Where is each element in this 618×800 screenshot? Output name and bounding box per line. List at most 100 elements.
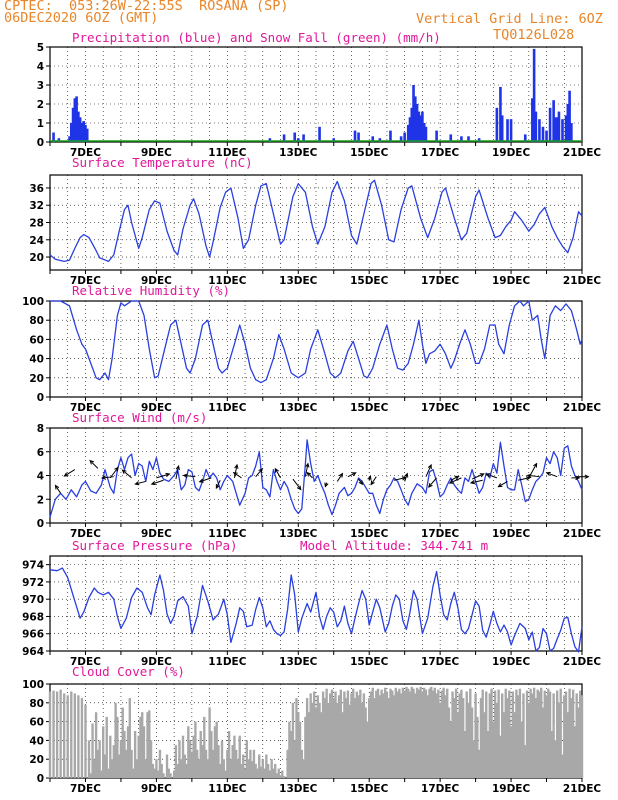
cloud-bar (100, 770, 103, 778)
cloud-bar (208, 707, 211, 778)
cloud-bar (265, 754, 268, 778)
wind-vector (215, 480, 221, 489)
cloud-bar (325, 688, 328, 778)
precip-bar (318, 126, 321, 142)
cloud-bar (440, 690, 444, 778)
cloud-bar (112, 745, 116, 778)
wind-vector (304, 463, 309, 477)
cloud-bar (479, 698, 483, 778)
cloud-bar (130, 749, 133, 778)
cloud-bar (329, 693, 332, 778)
cloud-bar (116, 716, 119, 778)
cloud-bar (132, 768, 135, 778)
cloud-bar (555, 690, 559, 778)
y-tick-label: 40 (29, 735, 44, 747)
cloud-bar (407, 688, 410, 778)
cloud-bar (550, 731, 554, 778)
cloud-bar (153, 768, 156, 778)
wind-vector (527, 474, 540, 478)
cloud-bar (554, 740, 557, 778)
cloud-bar (323, 698, 327, 778)
cloud-bar (493, 690, 497, 778)
cloud-bar (330, 689, 334, 778)
y-tick-label: 964 (22, 646, 44, 658)
precip-bar (82, 121, 85, 142)
x-tick-label: 21DEC (563, 402, 602, 414)
x-tick-label: 19DEC (492, 147, 531, 159)
x-tick-label: 21DEC (563, 783, 602, 795)
x-tick-label: 7DEC (70, 528, 101, 540)
precip-bar (371, 136, 375, 142)
cloud-bar (368, 698, 371, 778)
cloud-bar (545, 695, 548, 778)
cloud-bar (105, 716, 108, 778)
y-tick-label: 36 (29, 183, 44, 195)
cloud-bar (274, 763, 277, 778)
cloud-bar (238, 735, 241, 778)
cloud-bar (470, 707, 474, 778)
cloud-bar (133, 731, 137, 778)
cloud-bar (300, 749, 303, 778)
x-tick-label: 7DEC (70, 656, 101, 668)
cloud-bar (254, 763, 257, 778)
precip-bar (69, 123, 73, 142)
cloud-bar (462, 698, 465, 778)
precip-bar (417, 111, 421, 142)
wind-vector (255, 468, 263, 478)
cloud-bar (369, 691, 373, 778)
wind-vector-head (469, 479, 476, 485)
cloud-bar (63, 693, 66, 778)
y-tick-label: 2 (37, 99, 44, 111)
cloud-bar (213, 726, 217, 778)
cloud-bar (341, 712, 344, 778)
wind-vector (370, 476, 377, 485)
x-tick-label: 15DEC (350, 147, 389, 159)
cloud-bar (532, 687, 536, 778)
cloud-bar (222, 759, 225, 778)
cloud-bar (272, 768, 275, 778)
precip-bar (84, 124, 87, 142)
wind-vector-head (533, 462, 538, 468)
cloud-bar (483, 712, 486, 778)
cloud-bar (70, 691, 73, 778)
cloud-bar (128, 698, 131, 778)
cloud-bar (139, 716, 142, 778)
panel-title: Surface Wind (m/s) (72, 410, 207, 425)
cloud-bar (178, 740, 181, 778)
cloud-bar (302, 759, 305, 778)
cloud-bar (438, 702, 442, 778)
cloud-bar (396, 691, 399, 778)
wind-vector-head (258, 468, 263, 473)
cloud-bar (444, 695, 447, 778)
x-tick-label: 21DEC (563, 528, 602, 540)
precip-bar (296, 138, 300, 142)
cloud-bar (399, 693, 403, 778)
cloud-bar (350, 693, 353, 778)
cloud-bar (181, 735, 185, 778)
precip-bar (538, 119, 541, 142)
precip-bar (71, 107, 75, 142)
precip-bar (460, 136, 463, 142)
x-tick-label: 19DEC (492, 275, 531, 287)
wind-vector-head (306, 471, 312, 477)
precip-bar (541, 126, 545, 142)
cloud-bar (289, 731, 293, 778)
wind-vector-head (182, 473, 188, 478)
precip-bar (410, 107, 414, 142)
cloud-bar (348, 704, 351, 778)
y-tick-label: 0 (37, 392, 44, 404)
wind-vector-head (234, 463, 239, 469)
cloud-bar (217, 745, 220, 778)
wind-vector (122, 469, 132, 479)
cloud-bar (403, 690, 406, 778)
precip-bar (389, 130, 392, 142)
cloud-bar (508, 690, 511, 778)
cloud-bar (235, 749, 238, 778)
y-tick-label: 24 (29, 235, 44, 247)
wind-vector-head (448, 479, 454, 484)
wind-vector (156, 473, 170, 479)
wind-vector-head (479, 473, 485, 478)
cloud-bar (286, 749, 289, 778)
y-tick-label: 0 (37, 773, 44, 785)
